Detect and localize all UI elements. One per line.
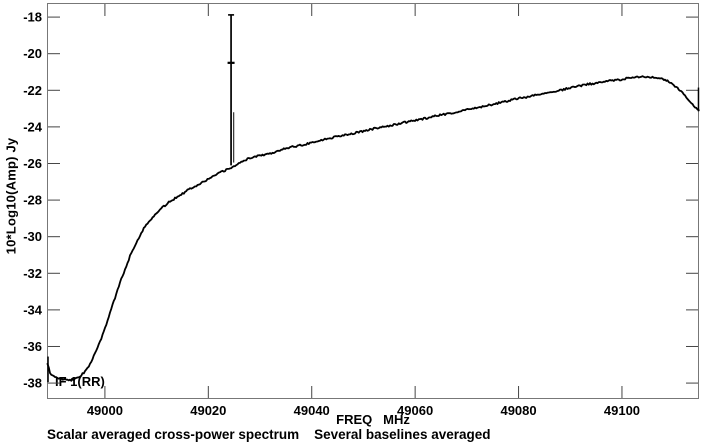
y-axis-label: 10*Log10(Amp) Jy bbox=[3, 137, 19, 255]
y-tick-label: -36 bbox=[23, 339, 42, 354]
x-tick-label: 49100 bbox=[604, 403, 640, 418]
y-tick-label: -24 bbox=[23, 119, 43, 134]
y-tick-label: -28 bbox=[23, 193, 42, 208]
x-axis-label: FREQ MHz bbox=[336, 412, 410, 427]
y-tick-label: -18 bbox=[23, 10, 42, 25]
x-tick-label: 49080 bbox=[500, 403, 536, 418]
y-tick-label: -22 bbox=[23, 83, 42, 98]
x-tick-label: 49040 bbox=[294, 403, 330, 418]
x-tick-label: 49000 bbox=[87, 403, 123, 418]
y-tick-label: -20 bbox=[23, 46, 42, 61]
if-polarization-label: IF 1(RR) bbox=[55, 374, 105, 389]
spectrum-trace bbox=[46, 75, 700, 382]
y-tick-label: -34 bbox=[23, 302, 43, 317]
plot-frame bbox=[47, 3, 699, 399]
y-tick-label: -32 bbox=[23, 266, 42, 281]
y-tick-label: -38 bbox=[23, 376, 42, 391]
y-tick-label: -26 bbox=[23, 156, 42, 171]
figure-caption: Scalar averaged cross-power spectrum Sev… bbox=[47, 427, 491, 442]
y-tick-label: -30 bbox=[23, 229, 42, 244]
x-tick-label: 49020 bbox=[190, 403, 226, 418]
